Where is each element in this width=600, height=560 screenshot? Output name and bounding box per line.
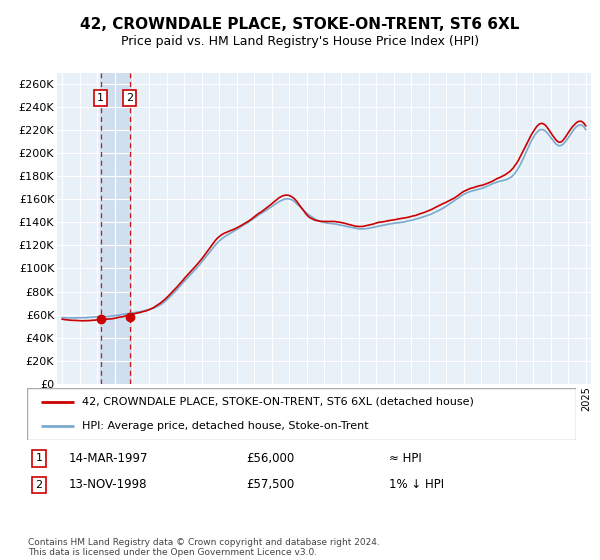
Text: Price paid vs. HM Land Registry's House Price Index (HPI): Price paid vs. HM Land Registry's House …: [121, 35, 479, 48]
Text: 14-MAR-1997: 14-MAR-1997: [68, 452, 148, 465]
Text: 42, CROWNDALE PLACE, STOKE-ON-TRENT, ST6 6XL (detached house): 42, CROWNDALE PLACE, STOKE-ON-TRENT, ST6…: [82, 396, 474, 407]
Text: 1: 1: [97, 93, 104, 103]
Text: 13-NOV-1998: 13-NOV-1998: [68, 478, 146, 491]
Text: Contains HM Land Registry data © Crown copyright and database right 2024.
This d: Contains HM Land Registry data © Crown c…: [28, 538, 380, 557]
Text: £57,500: £57,500: [247, 478, 295, 491]
Text: 2: 2: [126, 93, 133, 103]
Bar: [100, 73, 132, 384]
Text: 2: 2: [35, 479, 43, 489]
Text: HPI: Average price, detached house, Stoke-on-Trent: HPI: Average price, detached house, Stok…: [82, 421, 368, 431]
Text: 1% ↓ HPI: 1% ↓ HPI: [389, 478, 445, 491]
Text: 1: 1: [35, 454, 43, 464]
Text: ≈ HPI: ≈ HPI: [389, 452, 422, 465]
FancyBboxPatch shape: [27, 388, 576, 440]
Text: £56,000: £56,000: [247, 452, 295, 465]
Text: 42, CROWNDALE PLACE, STOKE-ON-TRENT, ST6 6XL: 42, CROWNDALE PLACE, STOKE-ON-TRENT, ST6…: [80, 17, 520, 32]
